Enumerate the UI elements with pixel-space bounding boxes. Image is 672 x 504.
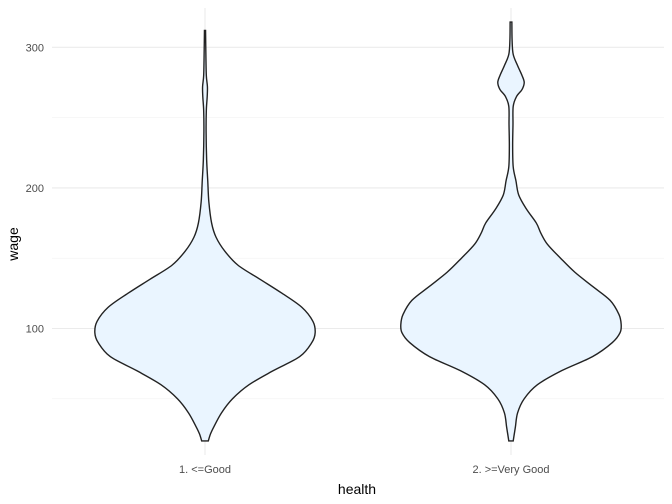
grid-lines — [52, 8, 664, 455]
x-axis-ticks: 1. <=Good 2. >=Very Good — [179, 464, 550, 476]
y-axis-ticks: 100 200 300 — [26, 42, 44, 335]
violin-2 — [400, 21, 622, 442]
y-tick-label: 300 — [26, 42, 44, 54]
x-axis-title: health — [338, 481, 376, 497]
x-tick-label: 2. >=Very Good — [472, 464, 549, 476]
violin-1 — [94, 29, 316, 442]
violins — [94, 21, 622, 442]
y-tick-label: 200 — [26, 183, 44, 195]
x-tick-label: 1. <=Good — [179, 464, 231, 476]
y-axis-title: wage — [5, 227, 21, 262]
y-tick-label: 100 — [26, 323, 44, 335]
